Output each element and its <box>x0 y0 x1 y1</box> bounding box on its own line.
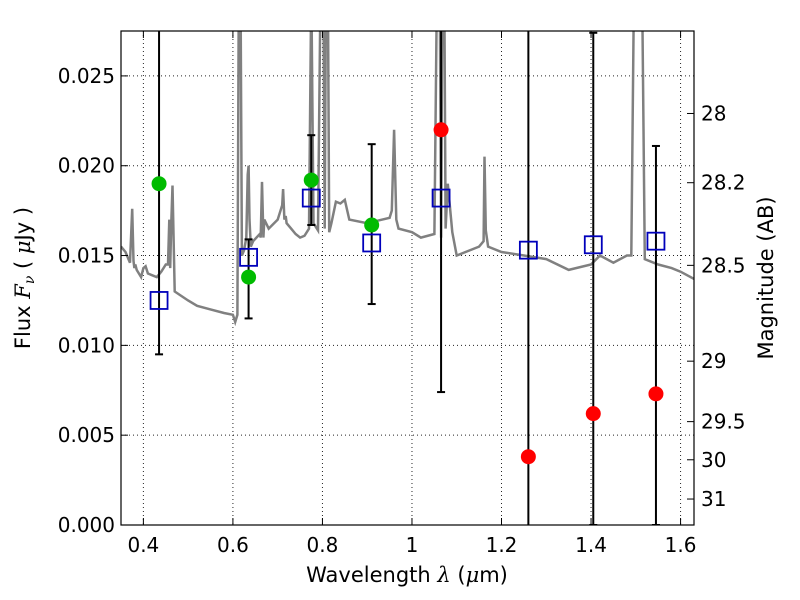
model-point <box>362 233 382 253</box>
error-bars <box>155 31 660 525</box>
plot-area <box>121 31 694 525</box>
x-axis-label: Wavelength λ (μm) <box>306 563 508 587</box>
right-tick-label: 28.2 <box>701 171 746 195</box>
x-tick-label: 1.4 <box>575 533 607 557</box>
model-point <box>431 188 451 208</box>
model-point <box>646 231 666 251</box>
right-tick-label: 28 <box>701 101 726 125</box>
ticks <box>121 31 694 526</box>
y-tick-label: 0.000 <box>58 513 115 537</box>
detection-point <box>303 172 319 188</box>
model-point <box>239 247 258 267</box>
spectrum-line <box>121 31 694 327</box>
detection-point <box>151 176 167 192</box>
nondetection-point <box>433 122 449 138</box>
markers <box>149 122 666 465</box>
x-tick-label: 1 <box>406 533 419 557</box>
tick-labels: 0.4 0.6 0.8 1 1.2 1.4 1.6 0.000 0.005 0.010 0.015 0… <box>58 64 746 557</box>
nondetection-point <box>520 449 536 465</box>
model-point <box>149 291 169 310</box>
right-tick-label: 29.5 <box>701 410 746 434</box>
detection-point <box>241 269 257 285</box>
y-tick-label: 0.020 <box>58 154 115 178</box>
model-point <box>301 188 321 208</box>
y-axis-label: Flux Fν ( μJy ) <box>11 207 38 349</box>
right-tick-label: 31 <box>701 487 726 511</box>
model-point <box>583 235 603 255</box>
right-tick-label: 30 <box>701 448 726 472</box>
right-tick-label: 29 <box>701 349 726 373</box>
model-point <box>518 240 538 260</box>
plot-frame <box>120 30 695 526</box>
x-tick-label: 0.4 <box>127 533 159 557</box>
x-tick-label: 1.6 <box>665 533 697 557</box>
right-tick-label: 28.5 <box>701 253 746 277</box>
y-tick-label: 0.015 <box>58 244 115 268</box>
y-tick-label: 0.025 <box>58 64 115 88</box>
y-right-axis-label: Magnitude (AB) <box>754 196 778 359</box>
nondetection-point <box>585 406 601 422</box>
y-tick-label: 0.005 <box>58 423 115 447</box>
x-tick-label: 1.2 <box>486 533 518 557</box>
y-tick-label: 0.010 <box>58 333 115 357</box>
detection-point <box>364 217 380 233</box>
x-tick-label: 0.8 <box>307 533 339 557</box>
x-tick-label: 0.6 <box>217 533 249 557</box>
grid <box>121 31 694 526</box>
nondetection-point <box>648 386 664 402</box>
